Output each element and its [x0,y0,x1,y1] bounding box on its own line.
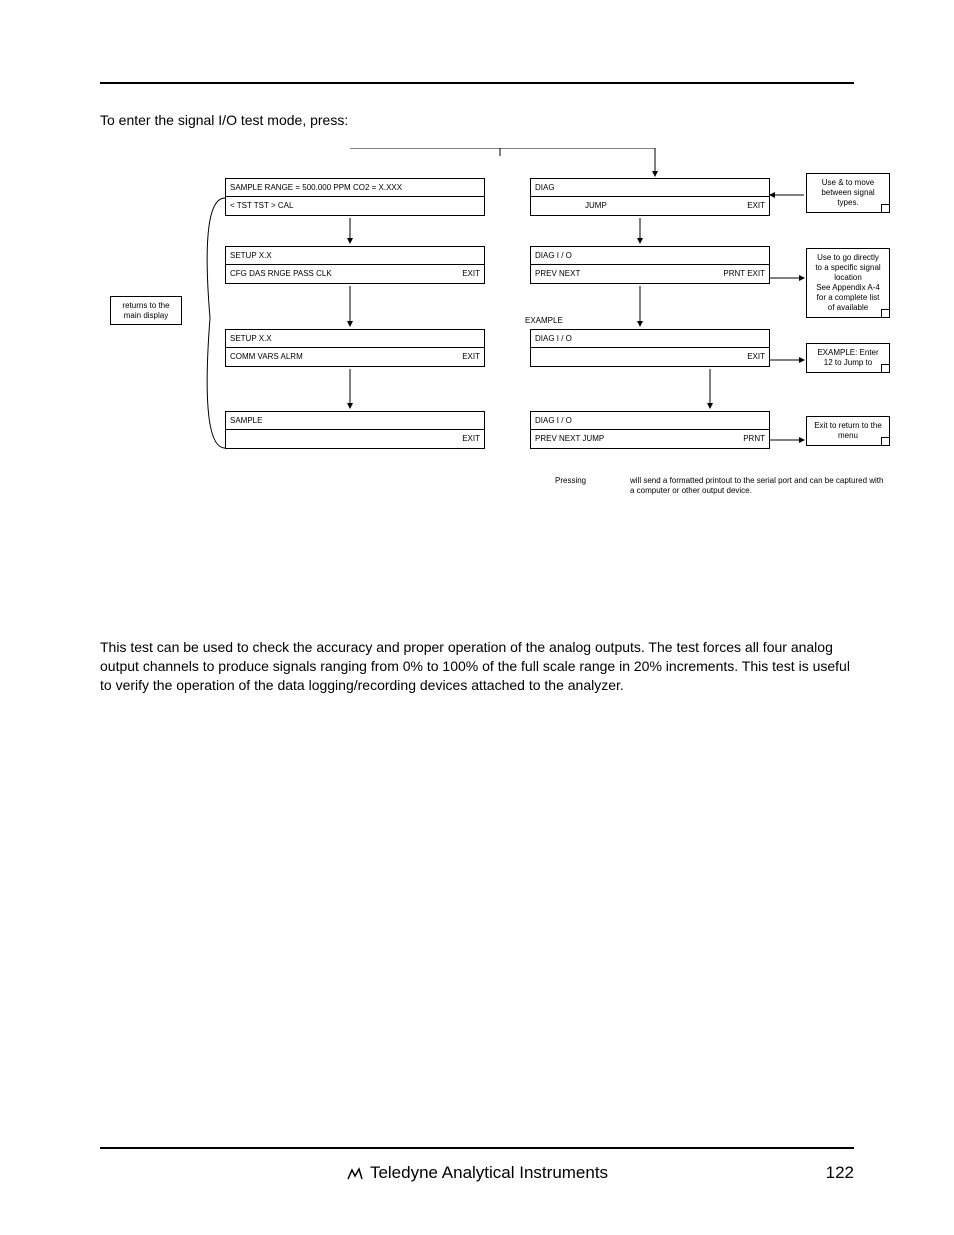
row-text: PRNT EXIT [723,269,765,279]
row-text: DIAG I / O [535,251,572,261]
note-text: EXAMPLE: Enter 12 to Jump to [817,348,878,367]
note-text: Exit to return to the menu [814,421,882,440]
row-text: SAMPLE [230,416,262,426]
caption-pressing: Pressing [555,476,586,486]
flow-diagram: returns to the main display SAMPLE RANGE… [100,148,854,558]
note-move-signal-types: Use & to move between signal types. [806,173,890,213]
row-text: PRNT [743,434,765,444]
row-text: JUMP [585,201,607,211]
row-text: EXIT [462,352,480,362]
row-text: EXIT [747,352,765,362]
page-footer: Teledyne Analytical Instruments 122 [100,1163,854,1183]
note-text: See Appendix A-4 for a complete list of … [816,283,880,312]
screen-sample-range: SAMPLE RANGE = 500.000 PPM CO2 = X.XXX <… [225,178,485,216]
row-text: COMM VARS ALRM [230,352,303,362]
row-text: CFG DAS RNGE PASS CLK [230,269,332,279]
screen-diag-io-3: DIAG I / O PREV NEXT JUMP PRNT [530,411,770,449]
note-jump-location: Use to go directly to a specific signal … [806,248,890,318]
row-text: SETUP X.X [230,334,272,344]
note-exit-return: Exit to return to the menu [806,416,890,446]
row-text: PREV NEXT [535,269,580,279]
screen-diag-io-2: DIAG I / O EXIT [530,329,770,367]
note-example-jump: EXAMPLE: Enter 12 to Jump to [806,343,890,373]
footer-rule [100,1147,854,1149]
footer-company: Teledyne Analytical Instruments [370,1163,608,1183]
row-text: DIAG I / O [535,416,572,426]
row-text: EXIT [462,269,480,279]
screen-diag-io-1: DIAG I / O PREV NEXT PRNT EXIT [530,246,770,284]
row-text: DIAG I / O [535,334,572,344]
row-text: DIAG [535,183,555,193]
example-label: EXAMPLE [525,316,563,325]
screen-setup-2: SETUP X.X COMM VARS ALRM EXIT [225,329,485,367]
note-text: Use to go directly to a specific signal … [815,253,880,282]
row-text: EXIT [747,201,765,211]
row-text: SAMPLE RANGE = 500.000 PPM CO2 = X.XXX [230,183,402,193]
screen-setup-1: SETUP X.X CFG DAS RNGE PASS CLK EXIT [225,246,485,284]
intro-text: To enter the signal I/O test mode, press… [100,112,854,128]
note-text: Use & to move between signal types. [821,178,874,207]
side-note-returns: returns to the main display [110,296,182,325]
row-text: EXIT [462,434,480,444]
screen-sample-exit: SAMPLE EXIT [225,411,485,449]
screen-diag: DIAG JUMP EXIT [530,178,770,216]
row-text: PREV NEXT JUMP [535,434,604,444]
body-paragraph: This test can be used to check the accur… [100,638,854,695]
teledyne-logo-icon [346,1166,364,1180]
page-number: 122 [826,1163,854,1183]
row-text: SETUP X.X [230,251,272,261]
caption-printout: will send a formatted printout to the se… [630,476,890,497]
row-text: < TST TST > CAL [230,201,293,211]
